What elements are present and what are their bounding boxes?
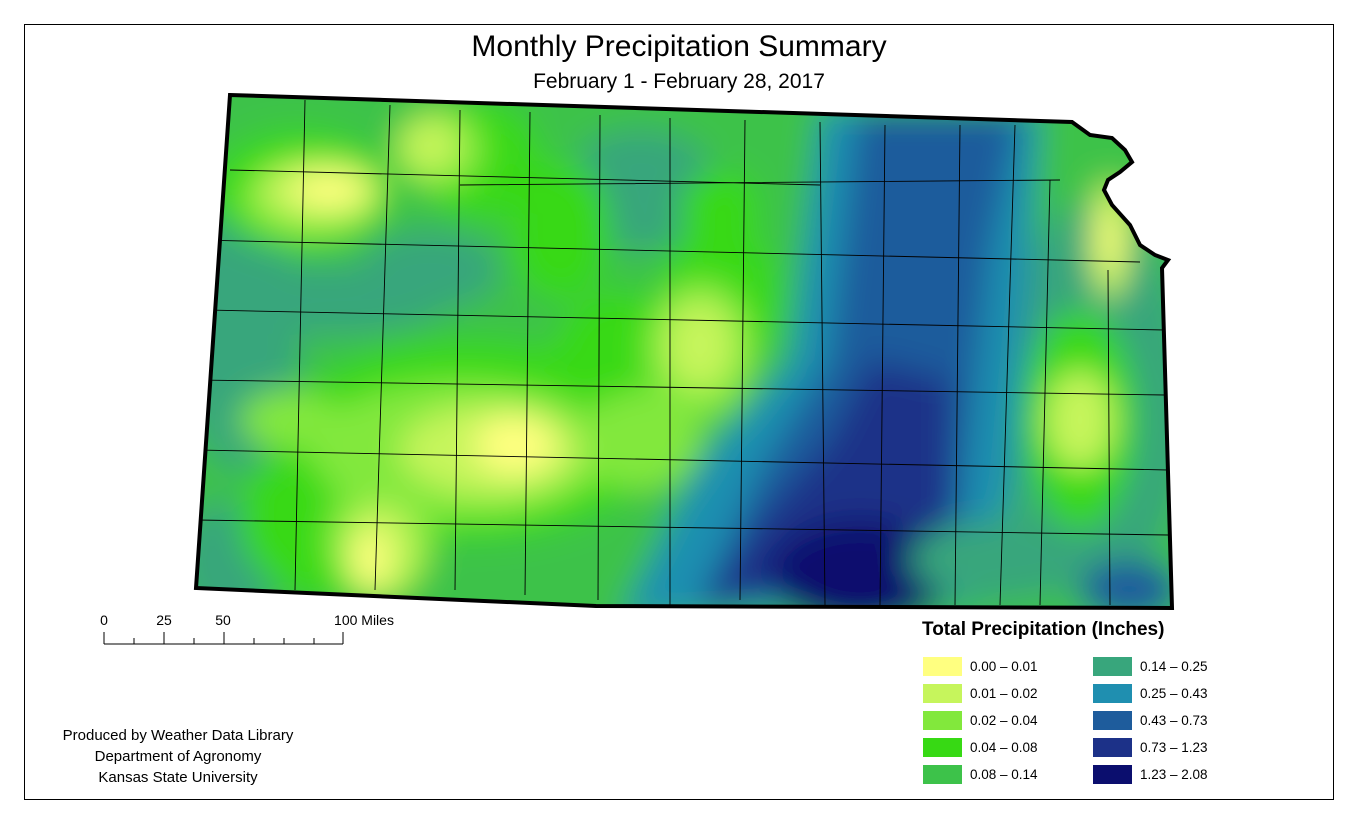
scale-label-25: 25 — [156, 612, 172, 628]
credits: Produced by Weather Data Library Departm… — [36, 725, 320, 788]
legend-item: 0.04 – 0.08 — [923, 738, 1038, 757]
legend-item: 0.00 – 0.01 — [923, 657, 1038, 676]
legend-item: 0.08 – 0.14 — [923, 765, 1038, 784]
legend-item: 0.01 – 0.02 — [923, 684, 1038, 703]
map-frame — [24, 24, 1334, 800]
scale-label-50: 50 — [215, 612, 231, 628]
legend-swatch — [923, 684, 962, 703]
zone-nw-central — [360, 230, 500, 310]
legend-item: 0.43 – 0.73 — [1093, 711, 1208, 730]
legend-label: 0.02 – 0.04 — [970, 713, 1038, 728]
zone-north-green-2 — [510, 160, 610, 300]
legend-swatch — [1093, 657, 1132, 676]
legend-swatch — [1093, 684, 1132, 703]
legend-label: 0.43 – 0.73 — [1140, 713, 1208, 728]
county-boundaries — [196, 99, 1169, 606]
legend-item: 0.25 – 0.43 — [1093, 684, 1208, 703]
credit-line-1: Produced by Weather Data Library — [62, 727, 294, 744]
map-subtitle: February 1 - February 28, 2017 — [533, 70, 825, 93]
legend-item: 0.14 – 0.25 — [1093, 657, 1208, 676]
scale-bar — [103, 632, 344, 645]
zone-w-light — [240, 390, 340, 450]
zone-c-pale — [665, 300, 735, 390]
scale-label-100-miles: 100 Miles — [334, 612, 394, 628]
zone-s-driest — [475, 415, 555, 475]
legend-swatch — [923, 765, 962, 784]
legend-label: 0.00 – 0.01 — [970, 659, 1038, 674]
legend-swatch — [1093, 765, 1132, 784]
legend-swatch — [923, 657, 962, 676]
zone-sc-light — [580, 390, 700, 490]
legend-item: 0.02 – 0.04 — [923, 711, 1038, 730]
legend-swatch — [1093, 738, 1132, 757]
zone-n-pale — [400, 117, 460, 173]
precipitation-surface — [196, 95, 1172, 608]
credit-line-3: Kansas State University — [98, 769, 258, 786]
legend-label: 0.08 – 0.14 — [970, 767, 1038, 782]
legend-swatch — [1093, 711, 1132, 730]
zone-nc-green — [680, 170, 760, 250]
zone-nw-driest — [292, 172, 368, 208]
scale-label-0: 0 — [100, 612, 108, 628]
legend-title: Total Precipitation (Inches) — [922, 619, 1165, 640]
legend-swatch — [923, 711, 962, 730]
zone-wettest — [770, 520, 950, 608]
zone-se-corner — [1080, 560, 1172, 608]
zone-ne-driest — [1100, 205, 1120, 275]
legend-label: 0.73 – 1.23 — [1140, 740, 1208, 755]
legend-item: 1.23 – 2.08 — [1093, 765, 1208, 784]
legend-swatch — [923, 738, 962, 757]
zone-east-pale — [1045, 370, 1115, 470]
legend-label: 0.14 – 0.25 — [1140, 659, 1208, 674]
legend-label: 0.01 – 0.02 — [970, 686, 1038, 701]
credit-line-2: Department of Agronomy — [94, 748, 262, 765]
legend-label: 0.04 – 0.08 — [970, 740, 1038, 755]
kansas-outline — [193, 92, 1175, 611]
zone-sw-driest — [352, 530, 388, 590]
legend-item: 0.73 – 1.23 — [1093, 738, 1208, 757]
legend-label: 0.25 – 0.43 — [1140, 686, 1208, 701]
legend-label: 1.23 – 2.08 — [1140, 767, 1208, 782]
map-title: Monthly Precipitation Summary — [471, 30, 887, 63]
